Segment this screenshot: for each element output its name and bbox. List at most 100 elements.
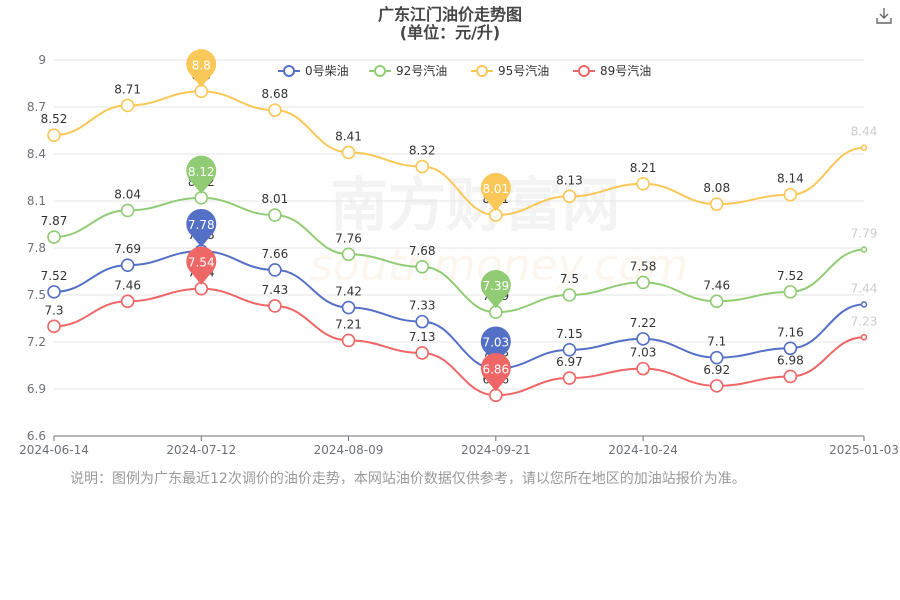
data-label: 7.44 bbox=[851, 281, 878, 295]
data-point bbox=[47, 319, 61, 334]
data-point bbox=[783, 341, 798, 356]
data-point bbox=[415, 314, 429, 329]
extreme-marker-pin: 7.39 bbox=[480, 270, 511, 309]
data-label: 7.46 bbox=[114, 278, 141, 292]
data-point bbox=[709, 379, 724, 393]
pin-value: 7.78 bbox=[188, 218, 215, 232]
data-point bbox=[709, 294, 724, 309]
data-label: 8.08 bbox=[703, 181, 730, 195]
data-point bbox=[341, 247, 356, 262]
data-label: 7.76 bbox=[335, 231, 362, 245]
x-tick-label: 2024-07-12 bbox=[166, 443, 236, 457]
y-tick-label: 8.4 bbox=[27, 147, 46, 161]
y-tick-label: 8.7 bbox=[27, 100, 46, 114]
pin-shape bbox=[186, 246, 217, 285]
data-label: 8.52 bbox=[41, 112, 68, 126]
data-point bbox=[562, 189, 577, 204]
data-label: 6.92 bbox=[703, 363, 730, 377]
y-tick-label: 6.6 bbox=[27, 429, 46, 443]
y-tick-label: 9 bbox=[38, 53, 46, 67]
data-label: 7.15 bbox=[556, 327, 583, 341]
data-point bbox=[268, 103, 282, 117]
data-point bbox=[636, 361, 650, 376]
legend-label: 92号汽油 bbox=[396, 63, 447, 78]
data-point bbox=[268, 263, 282, 277]
x-tick-label: 2024-10-24 bbox=[608, 443, 678, 457]
data-label: 7.23 bbox=[851, 314, 878, 328]
data-label: 8.13 bbox=[556, 173, 583, 187]
data-label: 8.04 bbox=[114, 187, 141, 201]
y-tick-label: 6.9 bbox=[27, 382, 46, 396]
pin-shape bbox=[186, 49, 217, 88]
pin-shape bbox=[480, 326, 511, 365]
y-tick-label: 7.2 bbox=[27, 335, 46, 349]
data-point bbox=[860, 144, 868, 152]
data-point bbox=[47, 285, 61, 299]
data-label: 7.58 bbox=[630, 259, 657, 273]
data-label: 7.69 bbox=[114, 242, 141, 256]
data-label: 7.5 bbox=[560, 272, 579, 286]
pin-value: 7.54 bbox=[188, 256, 215, 270]
data-point bbox=[341, 333, 356, 348]
data-point bbox=[341, 300, 356, 315]
series-line bbox=[53, 90, 865, 217]
data-label: 8.44 bbox=[851, 125, 878, 139]
pin-value: 6.86 bbox=[482, 362, 509, 376]
data-point bbox=[562, 288, 577, 302]
data-point bbox=[415, 259, 429, 274]
data-label: 8.21 bbox=[630, 161, 657, 175]
extreme-marker-pin: 7.54 bbox=[186, 246, 217, 285]
data-point bbox=[636, 275, 650, 290]
data-point bbox=[341, 145, 356, 160]
legend-marker bbox=[374, 65, 386, 77]
data-point bbox=[120, 203, 135, 218]
data-label: 7.03 bbox=[630, 346, 657, 360]
data-point bbox=[562, 343, 577, 357]
data-label: 7.43 bbox=[262, 283, 289, 297]
x-tick-label: 2024-08-09 bbox=[314, 443, 384, 457]
data-point bbox=[120, 294, 135, 309]
data-label: 8.01 bbox=[262, 192, 289, 206]
data-label: 7.3 bbox=[44, 303, 63, 317]
legend-marker bbox=[283, 65, 295, 77]
data-label: 7.52 bbox=[777, 269, 804, 283]
data-point bbox=[47, 230, 61, 244]
extreme-marker-pin: 8.01 bbox=[480, 172, 511, 212]
series-line bbox=[53, 250, 865, 370]
data-point bbox=[636, 176, 650, 191]
pin-shape bbox=[186, 155, 217, 194]
pin-value: 8.8 bbox=[192, 58, 211, 72]
extreme-marker-pin: 7.03 bbox=[480, 326, 511, 365]
data-point bbox=[120, 258, 135, 273]
extreme-marker-pin: 8.8 bbox=[186, 49, 217, 88]
data-point bbox=[860, 333, 868, 341]
legend-marker bbox=[578, 65, 590, 77]
chart-note: 说明：图例为广东最近12次调价的油价走势，本网站油价数据仅供参考，请以您所在地区… bbox=[70, 471, 746, 487]
data-point bbox=[860, 246, 868, 253]
legend-label: 95号汽油 bbox=[498, 63, 549, 78]
data-point bbox=[636, 332, 650, 346]
y-tick-label: 7.8 bbox=[27, 241, 46, 255]
data-point bbox=[860, 301, 868, 308]
download-icon[interactable] bbox=[874, 6, 894, 26]
extreme-marker-pin: 7.78 bbox=[186, 208, 217, 248]
data-label: 7.33 bbox=[409, 299, 436, 313]
chart-title: 广东江门油价走势图 bbox=[377, 5, 522, 24]
data-label: 8.32 bbox=[409, 144, 436, 158]
data-point bbox=[783, 285, 798, 299]
legend-label: 0号柴油 bbox=[305, 64, 349, 78]
data-point bbox=[783, 187, 798, 202]
extreme-marker-pin: 8.12 bbox=[186, 155, 217, 194]
data-label: 7.87 bbox=[41, 214, 68, 228]
data-point bbox=[268, 299, 282, 313]
x-tick-label: 2024-09-21 bbox=[461, 443, 531, 457]
data-label: 8.41 bbox=[335, 129, 362, 143]
data-label: 7.68 bbox=[409, 244, 436, 258]
legend-label: 89号汽油 bbox=[600, 63, 651, 78]
pin-value: 7.03 bbox=[482, 336, 509, 350]
y-tick-label: 8.1 bbox=[27, 194, 46, 208]
legend-marker bbox=[476, 65, 488, 77]
pin-shape bbox=[480, 172, 511, 212]
pin-value: 7.39 bbox=[482, 279, 509, 293]
